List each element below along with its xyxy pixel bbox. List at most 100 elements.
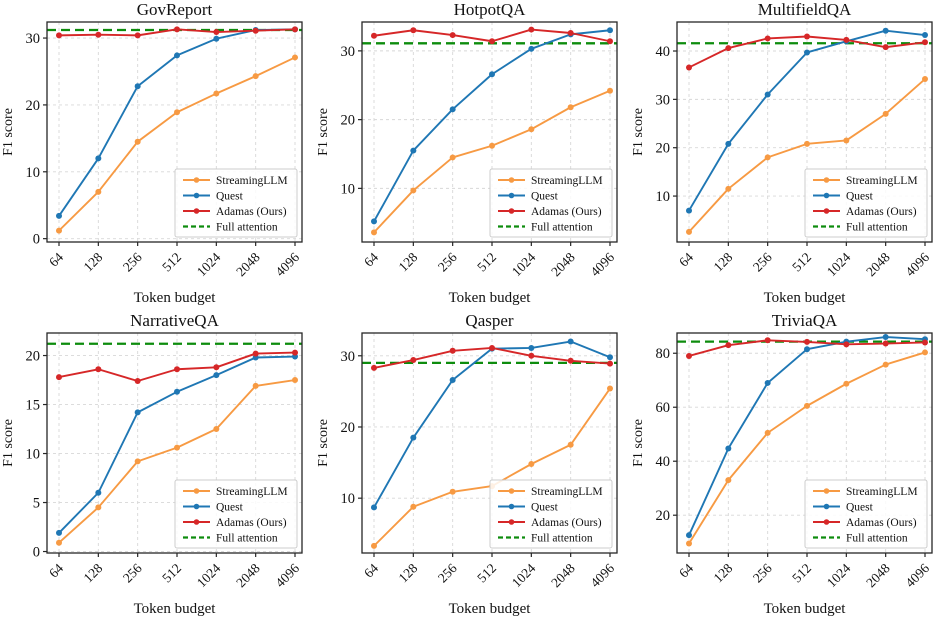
svg-text:128: 128 bbox=[81, 560, 106, 585]
series-adamas-ours bbox=[686, 337, 928, 359]
svg-text:10: 10 bbox=[26, 165, 41, 181]
chart-canvas-triviaqa: 20 40 60 80 64 128 256 512 1024 2048 4096 TriviaQA F… bbox=[631, 311, 933, 617]
legend: StreamingLLM Quest Adamas (Ours) Full atten… bbox=[174, 479, 298, 549]
svg-text:5: 5 bbox=[33, 496, 40, 512]
y-axis: 10 20 30 bbox=[341, 44, 362, 197]
x-axis-label: Token budget bbox=[764, 601, 847, 617]
legend-label: Quest bbox=[216, 191, 244, 203]
chart-title: HotpotQA bbox=[454, 0, 527, 19]
svg-text:1024: 1024 bbox=[509, 249, 539, 279]
legend-label: Quest bbox=[531, 502, 559, 514]
y-axis-label: F1 score bbox=[1, 419, 16, 467]
series-adamas-ours bbox=[56, 26, 298, 39]
svg-text:2048: 2048 bbox=[233, 249, 263, 279]
series-adamas-ours bbox=[686, 33, 928, 71]
legend-label: StreamingLLM bbox=[846, 486, 918, 498]
legend-label: Adamas (Ours) bbox=[216, 206, 287, 218]
svg-text:64: 64 bbox=[676, 249, 696, 269]
svg-text:512: 512 bbox=[474, 250, 499, 275]
x-axis: 64 128 256 512 1024 2048 4096 bbox=[676, 242, 932, 279]
chart-triviaqa: 20 40 60 80 64 128 256 512 1024 2048 4096 TriviaQA F… bbox=[630, 311, 947, 622]
svg-text:0: 0 bbox=[33, 545, 40, 561]
svg-text:512: 512 bbox=[789, 250, 814, 275]
svg-text:512: 512 bbox=[474, 561, 499, 586]
legend-label: Full attention bbox=[216, 222, 278, 234]
legend: StreamingLLM Quest Adamas (Ours) Full atten… bbox=[489, 168, 613, 238]
svg-text:256: 256 bbox=[120, 249, 145, 274]
svg-text:20: 20 bbox=[26, 349, 41, 365]
chart-title: Qasper bbox=[465, 311, 513, 330]
series-streamingllm bbox=[686, 349, 928, 547]
chart-narrativeqa: 0 5 10 15 20 64 128 256 512 1024 2048 4096 Narrative… bbox=[0, 311, 315, 622]
legend-label: StreamingLLM bbox=[531, 486, 603, 498]
svg-text:20: 20 bbox=[341, 420, 356, 436]
svg-text:128: 128 bbox=[396, 249, 421, 274]
y-axis-label: F1 score bbox=[631, 419, 646, 467]
axes-frame bbox=[361, 332, 618, 554]
legend-label: Adamas (Ours) bbox=[531, 517, 602, 529]
svg-text:1024: 1024 bbox=[194, 249, 224, 279]
x-axis-label: Token budget bbox=[134, 601, 217, 617]
legend: StreamingLLM Quest Adamas (Ours) Full atten… bbox=[804, 168, 928, 238]
legend-label: Adamas (Ours) bbox=[846, 517, 917, 529]
svg-text:64: 64 bbox=[361, 560, 381, 580]
svg-text:2048: 2048 bbox=[548, 249, 578, 279]
svg-text:30: 30 bbox=[341, 349, 356, 365]
x-axis-label: Token budget bbox=[449, 601, 532, 617]
svg-text:15: 15 bbox=[26, 398, 41, 414]
chart-canvas-narrativeqa: 0 5 10 15 20 64 128 256 512 1024 2048 4096 Narrative… bbox=[1, 311, 303, 617]
y-axis-label: F1 score bbox=[1, 108, 16, 156]
series-streamingllm bbox=[56, 377, 298, 546]
y-axis: 20 40 60 80 bbox=[656, 346, 677, 524]
legend: StreamingLLM Quest Adamas (Ours) Full atten… bbox=[489, 479, 613, 549]
svg-text:20: 20 bbox=[341, 113, 356, 129]
legend-label: Quest bbox=[531, 191, 559, 203]
svg-text:512: 512 bbox=[159, 250, 184, 275]
svg-text:128: 128 bbox=[81, 249, 106, 274]
legend-label: Full attention bbox=[531, 222, 593, 234]
svg-text:128: 128 bbox=[396, 560, 421, 585]
series-streamingllm bbox=[686, 76, 928, 235]
chart-multifieldqa: 10 20 30 40 64 128 256 512 1024 2048 4096 Multifiel… bbox=[630, 0, 947, 311]
x-axis-label: Token budget bbox=[134, 290, 217, 306]
chart-title: TriviaQA bbox=[772, 311, 838, 330]
svg-text:64: 64 bbox=[676, 560, 696, 580]
series-streamingllm bbox=[56, 54, 298, 234]
svg-text:64: 64 bbox=[46, 249, 66, 269]
series-adamas-ours bbox=[371, 344, 613, 371]
legend-label: StreamingLLM bbox=[216, 486, 288, 498]
legend-label: Full attention bbox=[216, 533, 278, 545]
axes-frame bbox=[676, 21, 933, 243]
svg-text:10: 10 bbox=[341, 491, 356, 507]
svg-text:4096: 4096 bbox=[902, 249, 932, 279]
series-streamingllm bbox=[371, 87, 613, 236]
x-axis: 64 128 256 512 1024 2048 4096 bbox=[361, 553, 617, 590]
svg-text:64: 64 bbox=[46, 560, 66, 580]
svg-text:80: 80 bbox=[656, 346, 671, 362]
svg-text:20: 20 bbox=[26, 98, 41, 114]
legend-label: Adamas (Ours) bbox=[216, 517, 287, 529]
svg-text:4096: 4096 bbox=[272, 560, 302, 590]
series-adamas-ours bbox=[371, 26, 613, 45]
series-quest bbox=[686, 334, 928, 539]
y-axis: 10 20 30 bbox=[341, 349, 362, 507]
svg-text:256: 256 bbox=[435, 249, 460, 274]
svg-text:30: 30 bbox=[26, 31, 41, 47]
x-axis: 64 128 256 512 1024 2048 4096 bbox=[46, 553, 302, 590]
svg-text:40: 40 bbox=[656, 454, 671, 470]
svg-text:128: 128 bbox=[711, 560, 736, 585]
svg-text:0: 0 bbox=[33, 232, 40, 248]
svg-text:10: 10 bbox=[341, 181, 356, 197]
svg-text:256: 256 bbox=[750, 249, 775, 274]
x-axis: 64 128 256 512 1024 2048 4096 bbox=[361, 242, 617, 279]
chart-qasper: 10 20 30 64 128 256 512 1024 2048 4096 Qasper F1 sc… bbox=[315, 311, 630, 622]
svg-text:2048: 2048 bbox=[548, 560, 578, 590]
y-axis-label: F1 score bbox=[631, 108, 646, 156]
legend-label: Adamas (Ours) bbox=[846, 206, 917, 218]
series-quest bbox=[56, 353, 298, 536]
chart-govreport: 0 10 20 30 64 128 256 512 1024 2048 4096 GovReport F… bbox=[0, 0, 315, 311]
axes-frame bbox=[46, 332, 303, 554]
svg-text:20: 20 bbox=[656, 508, 671, 524]
svg-text:20: 20 bbox=[656, 141, 671, 157]
svg-text:4096: 4096 bbox=[587, 249, 617, 279]
